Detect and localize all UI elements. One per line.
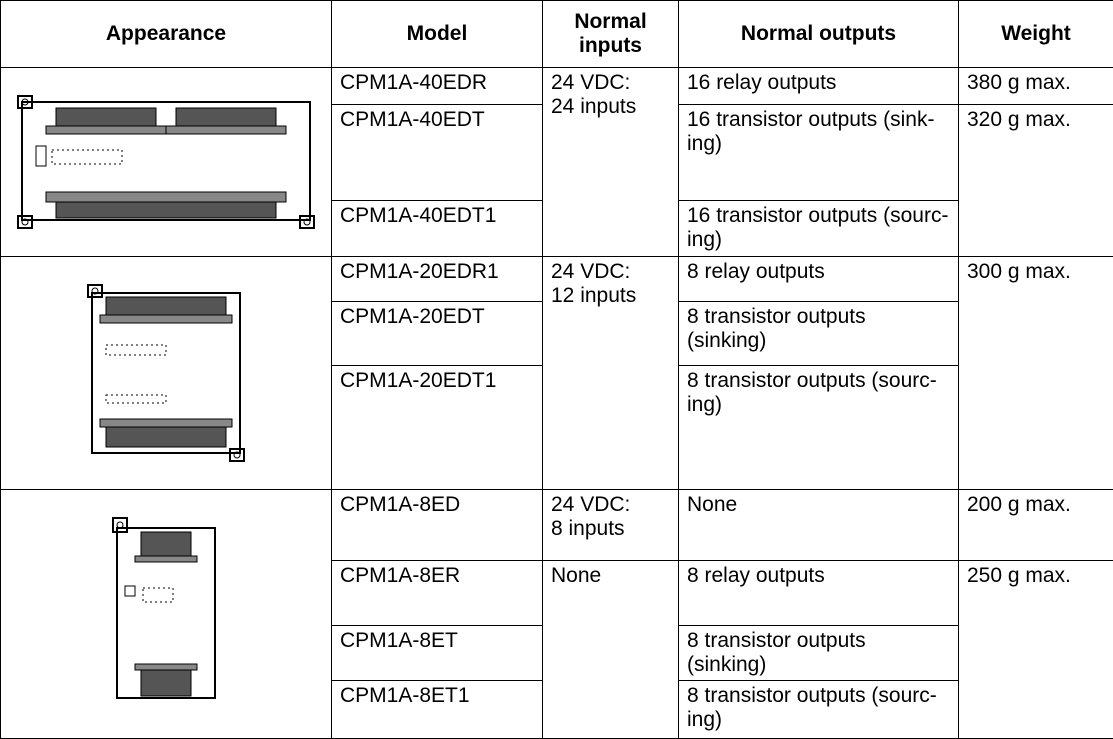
- header-cell: Model: [332, 1, 543, 68]
- model: CPM1A-40EDR: [332, 68, 543, 105]
- outputs: 8 transistor outputs (sourc-ing): [679, 365, 959, 489]
- model: CPM1A-20EDT1: [332, 365, 543, 489]
- inputs: 24 VDC: 24 inputs: [543, 68, 679, 257]
- model: CPM1A-40EDT: [332, 105, 543, 201]
- appearance: [1, 68, 332, 257]
- appearance: [1, 257, 332, 490]
- header-cell: Normal outputs: [679, 1, 959, 68]
- weight: 200 g max.: [959, 490, 1113, 561]
- outputs: 8 transistor outputs (sinking): [679, 302, 959, 366]
- outputs: 8 relay outputs: [679, 561, 959, 626]
- outputs: 16 transistor outputs (sourc-ing): [679, 201, 959, 257]
- inputs: 24 VDC: 8 inputs: [543, 490, 679, 561]
- outputs: 8 transistor outputs (sinking): [679, 626, 959, 681]
- appearance: [1, 490, 332, 739]
- weight: 250 g max.: [959, 561, 1113, 739]
- outputs: 16 transistor outputs (sink-ing): [679, 105, 959, 201]
- weight: 320 g max.: [959, 105, 1113, 257]
- model: CPM1A-8ED: [332, 490, 543, 561]
- header-cell: Normal inputs: [543, 1, 679, 68]
- outputs: None: [679, 490, 959, 561]
- model: CPM1A-20EDR1: [332, 257, 543, 302]
- device-8: [111, 516, 221, 712]
- model: CPM1A-20EDT: [332, 302, 543, 366]
- model: CPM1A-8ET1: [332, 681, 543, 739]
- header-cell: Appearance: [1, 1, 332, 68]
- outputs: 8 transistor outputs (sourc-ing): [679, 681, 959, 739]
- model: CPM1A-8ER: [332, 561, 543, 626]
- weight: 380 g max.: [959, 68, 1113, 105]
- inputs: None: [543, 561, 679, 739]
- outputs: 8 relay outputs: [679, 257, 959, 302]
- weight: 300 g max.: [959, 257, 1113, 490]
- model: CPM1A-8ET: [332, 626, 543, 681]
- model: CPM1A-40EDT1: [332, 201, 543, 257]
- device-20: [86, 283, 246, 463]
- outputs: 16 relay outputs: [679, 68, 959, 105]
- header-cell: Weight: [959, 1, 1113, 68]
- device-40: [16, 94, 316, 230]
- inputs: 24 VDC: 12 inputs: [543, 257, 679, 490]
- page: Appearance Model Normal inputs Normal ou…: [0, 0, 1113, 614]
- header-row: Appearance Model Normal inputs Normal ou…: [1, 1, 1113, 68]
